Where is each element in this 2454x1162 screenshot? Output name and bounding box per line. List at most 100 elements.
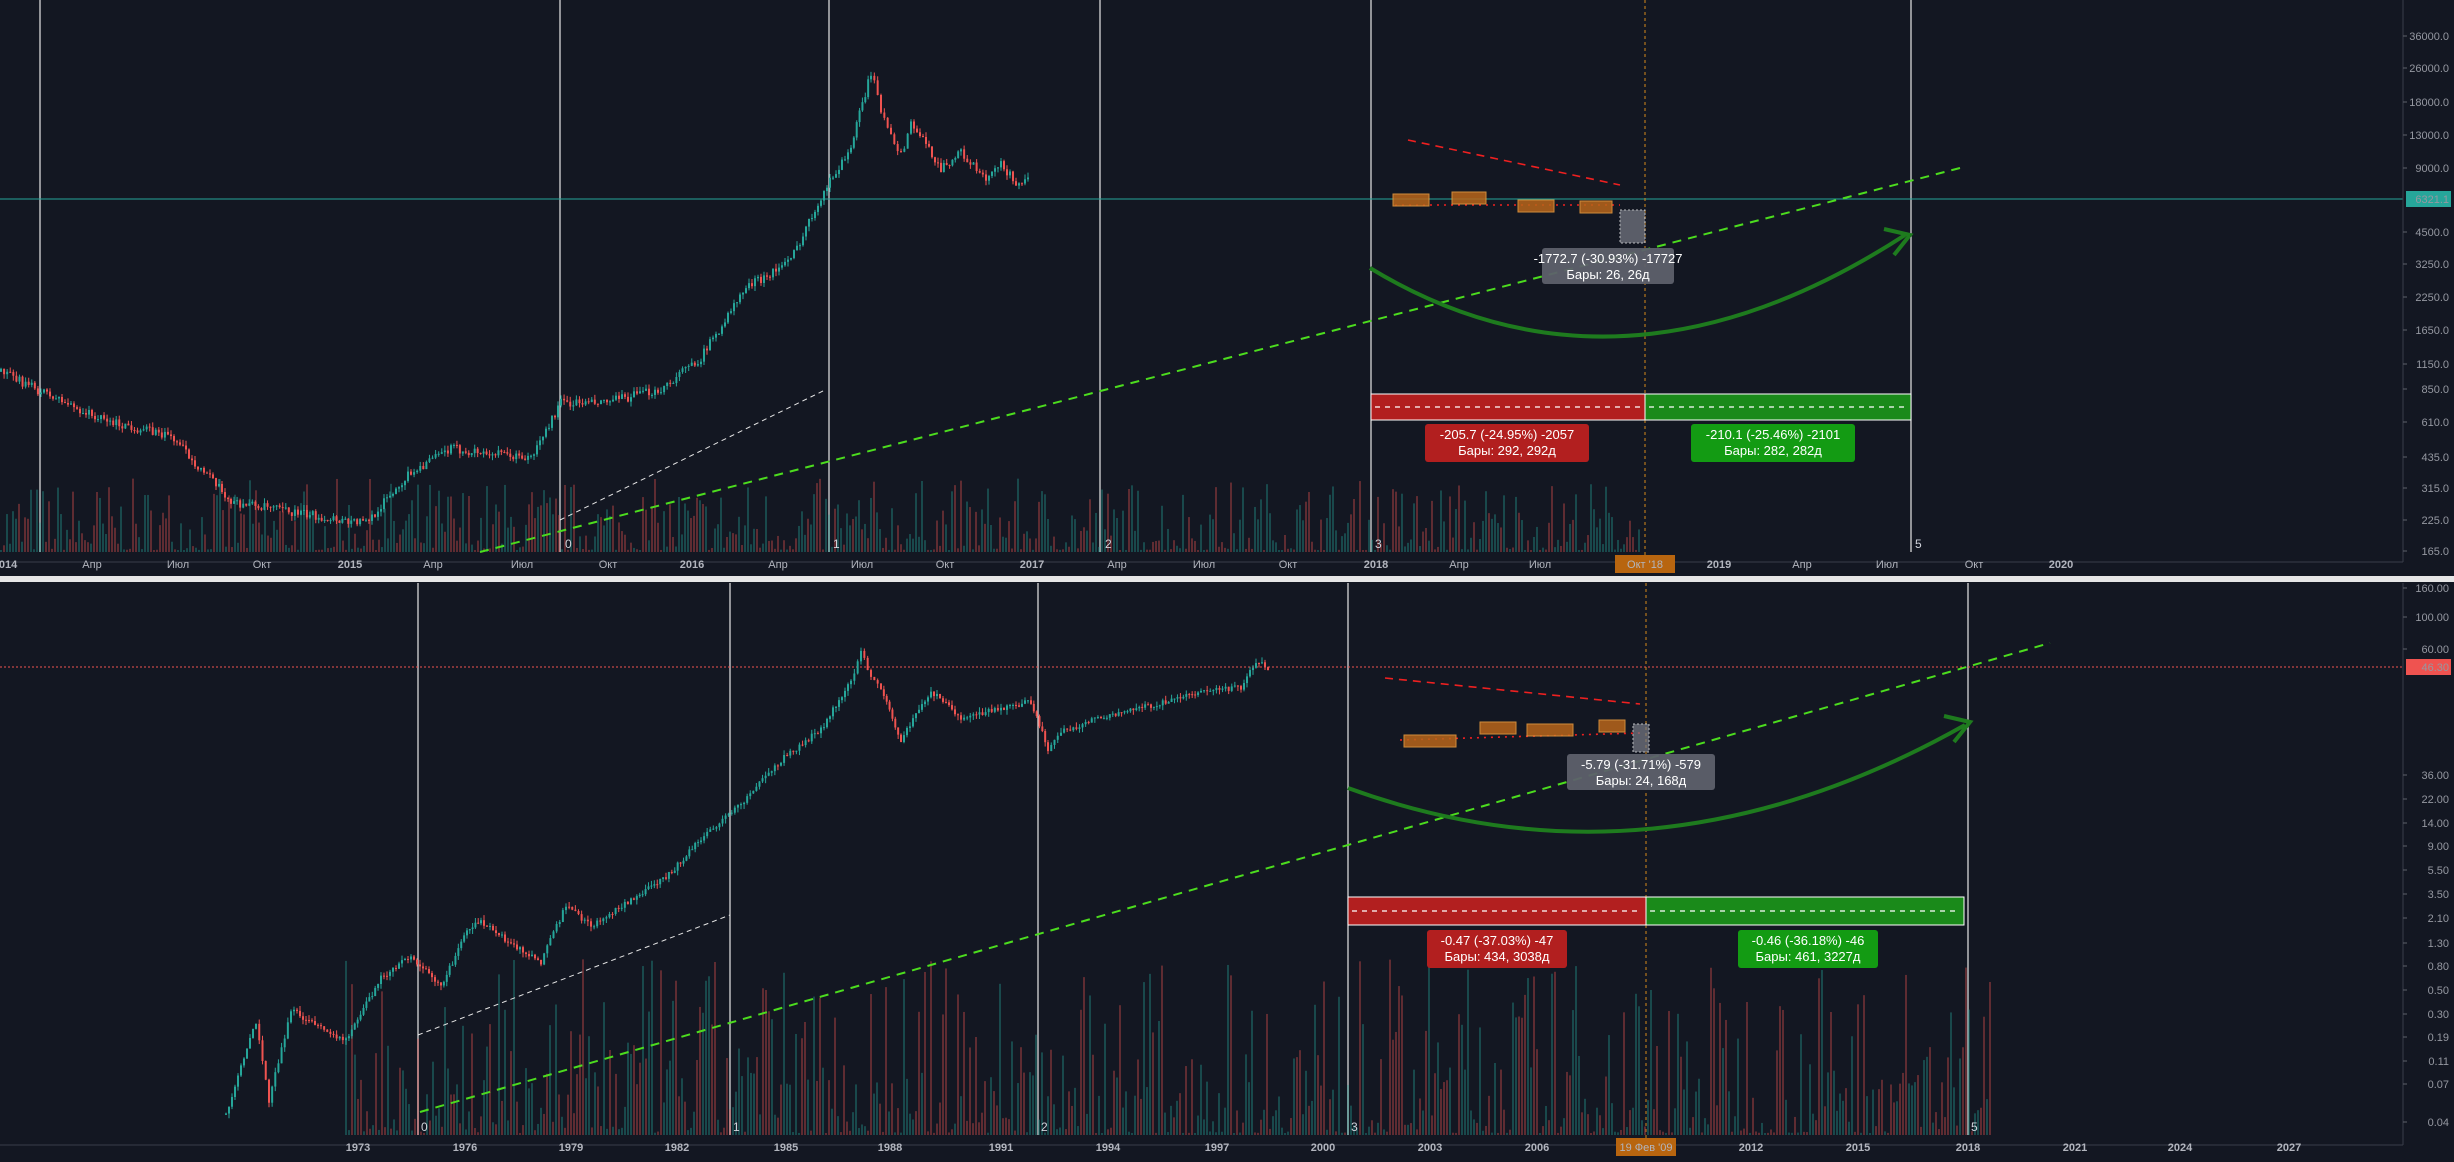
volume-bar bbox=[735, 1091, 737, 1135]
volume-bar bbox=[1602, 544, 1604, 552]
price-candle bbox=[891, 709, 894, 719]
price-candle bbox=[377, 511, 379, 517]
price-candle bbox=[383, 975, 385, 977]
x-tick-label: 1997 bbox=[1205, 1142, 1229, 1154]
price-candle bbox=[1087, 721, 1090, 723]
volume-bar bbox=[477, 540, 479, 552]
volume-bar bbox=[0, 550, 2, 552]
price-candle bbox=[1188, 694, 1191, 696]
volume-bar bbox=[1764, 1133, 1766, 1135]
volume-bar bbox=[435, 1115, 437, 1135]
price-candle bbox=[885, 695, 888, 702]
price-candle bbox=[308, 515, 311, 518]
volume-bar bbox=[324, 526, 326, 552]
volume-bar bbox=[555, 498, 557, 552]
volume-bar bbox=[1776, 1050, 1778, 1135]
volume-bar bbox=[1938, 1129, 1940, 1135]
price-candle bbox=[537, 958, 539, 960]
volume-bar bbox=[384, 1127, 386, 1135]
y-tick-label: 435.0 bbox=[2421, 452, 2449, 464]
volume-bar bbox=[159, 525, 161, 552]
y-tick-label: 1150.0 bbox=[2416, 359, 2449, 371]
volume-bar bbox=[288, 547, 290, 552]
volume-bar bbox=[1548, 1120, 1550, 1135]
price-candle bbox=[1015, 181, 1017, 186]
volume-bar bbox=[591, 1127, 593, 1135]
volume-bar bbox=[441, 1126, 443, 1135]
volume-bar bbox=[1509, 1129, 1511, 1135]
volume-bar bbox=[999, 517, 1001, 552]
price-candle bbox=[1102, 717, 1105, 719]
volume-bar bbox=[327, 548, 329, 552]
price-candle bbox=[228, 1106, 230, 1114]
volume-bar bbox=[1341, 1132, 1343, 1135]
price-candle bbox=[1150, 704, 1152, 708]
price-candle bbox=[675, 377, 678, 384]
volume-bar bbox=[774, 1114, 776, 1135]
price-candle bbox=[91, 409, 93, 416]
y-tick-label: 3.50 bbox=[2428, 889, 2449, 901]
x-tick-label: Апр bbox=[423, 559, 442, 571]
volume-bar bbox=[1227, 548, 1229, 552]
volume-bar bbox=[780, 549, 782, 552]
price-candle bbox=[599, 920, 602, 922]
price-candle bbox=[1240, 686, 1242, 690]
volume-bar bbox=[1719, 1002, 1721, 1135]
price-candle bbox=[957, 714, 959, 716]
volume-bar bbox=[1008, 521, 1010, 552]
price-candle bbox=[480, 920, 482, 924]
volume-bar bbox=[1647, 1100, 1649, 1135]
volume-bar bbox=[1239, 519, 1241, 552]
price-candle bbox=[522, 947, 524, 953]
volume-bar bbox=[1251, 548, 1253, 552]
y-tick-label: 60.00 bbox=[2421, 644, 2449, 656]
volume-bar bbox=[891, 1083, 893, 1135]
price-candle bbox=[769, 276, 771, 278]
price-candle bbox=[563, 398, 566, 401]
y-tick-label: 225.0 bbox=[2421, 515, 2449, 527]
volume-bar bbox=[1671, 1132, 1673, 1135]
volume-bar bbox=[72, 491, 74, 552]
volume-bar bbox=[1212, 1121, 1214, 1135]
volume-bar bbox=[492, 1122, 494, 1135]
bottom-marker-box bbox=[1598, 719, 1626, 733]
price-candle bbox=[302, 1016, 304, 1020]
price-candle bbox=[633, 391, 635, 398]
volume-bar bbox=[516, 549, 518, 552]
price-candle bbox=[903, 735, 905, 743]
price-candle bbox=[428, 968, 430, 974]
x-tick-label: 1988 bbox=[878, 1142, 902, 1154]
price-candle bbox=[691, 849, 694, 851]
volume-bar bbox=[906, 1078, 908, 1135]
price-candle bbox=[755, 786, 758, 791]
volume-bar bbox=[459, 1123, 461, 1135]
price-candle bbox=[997, 167, 999, 169]
volume-bar bbox=[507, 527, 509, 552]
volume-bar bbox=[1164, 1112, 1166, 1135]
volume-bar bbox=[1572, 1010, 1574, 1135]
price-candle bbox=[810, 733, 813, 742]
price-candle bbox=[407, 471, 409, 482]
volume-bar bbox=[1152, 1032, 1154, 1135]
price-candle bbox=[461, 451, 464, 454]
volume-bar bbox=[426, 516, 428, 552]
volume-bar bbox=[1014, 501, 1016, 552]
volume-bar bbox=[1143, 542, 1145, 552]
volume-bar bbox=[849, 525, 851, 552]
volume-bar bbox=[1416, 1129, 1418, 1135]
volume-bar bbox=[1410, 539, 1412, 552]
price-candle bbox=[209, 473, 211, 475]
volume-bar bbox=[1395, 491, 1397, 552]
volume-bar bbox=[1095, 512, 1097, 552]
price-candle bbox=[951, 159, 954, 166]
volume-bar bbox=[1449, 496, 1451, 552]
price-candle bbox=[76, 407, 78, 409]
price-candle bbox=[590, 921, 592, 927]
price-candle bbox=[844, 690, 846, 698]
price-candle bbox=[1047, 742, 1049, 752]
volume-bar bbox=[522, 546, 524, 552]
volume-bar bbox=[1779, 1006, 1781, 1135]
price-candle bbox=[678, 371, 681, 378]
volume-bar bbox=[852, 519, 854, 552]
